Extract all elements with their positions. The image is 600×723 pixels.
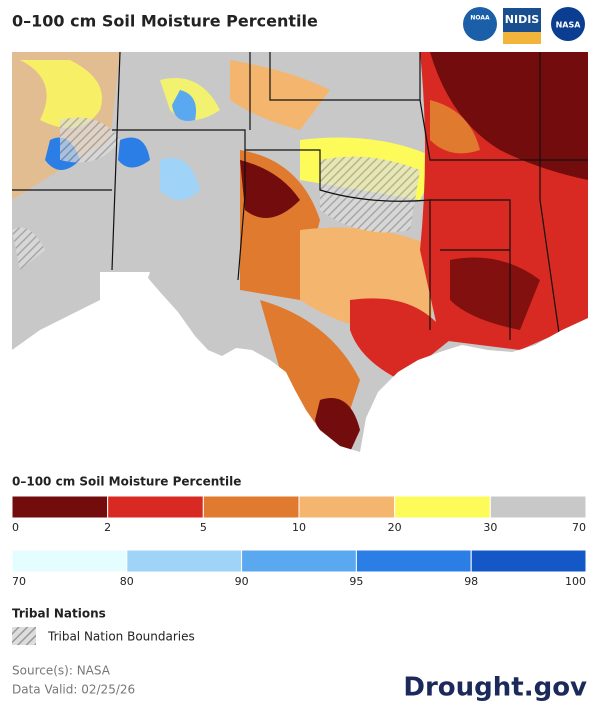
data-valid: Data Valid: 02/25/26: [12, 683, 135, 697]
tick-label: 0: [12, 521, 19, 534]
noaa-logo: [463, 7, 497, 41]
map: [12, 52, 588, 452]
tick-label: 100: [565, 575, 586, 588]
title: 0–100 cm Soil Moisture Percentile: [12, 12, 318, 31]
color-swatch: [107, 495, 204, 519]
color-swatch: [355, 549, 472, 573]
tick-label: 30: [483, 521, 497, 534]
tick-label: 2: [104, 521, 111, 534]
state-borders: [12, 52, 588, 341]
color-swatch: [202, 495, 300, 519]
tick-label: 95: [349, 575, 363, 588]
color-swatch: [11, 549, 128, 573]
logos: NOAA NIDIS NASA: [463, 7, 585, 44]
nidis-stripe: [503, 32, 541, 44]
legend-title: 0–100 cm Soil Moisture Percentile: [12, 475, 241, 489]
nidis-text: NIDIS: [505, 13, 540, 26]
tick-label: 98: [464, 575, 478, 588]
color-swatch: [126, 549, 243, 573]
nasa-text: NASA: [556, 21, 582, 30]
noaa-text: NOAA: [470, 15, 490, 22]
tick-label: 70: [12, 575, 26, 588]
tick-label: 20: [388, 521, 402, 534]
dry-scale: 0 2 5 10 20 30 70: [11, 495, 587, 534]
tribal-swatch: [12, 627, 36, 645]
wet-scale: 70 80 90 95 98 100: [11, 549, 587, 588]
color-swatch: [489, 495, 587, 519]
tribal-label: Tribal Nation Boundaries: [47, 630, 195, 644]
color-swatch: [394, 495, 491, 519]
brand[interactable]: Drought.gov: [403, 673, 587, 703]
tribal-title: Tribal Nations: [12, 607, 106, 621]
tick-label: 90: [235, 575, 249, 588]
tick-label: 10: [292, 521, 306, 534]
color-swatch: [298, 495, 396, 519]
tick-label: 80: [120, 575, 134, 588]
nasa-logo: [551, 7, 585, 41]
color-swatch: [11, 495, 109, 519]
color-swatch: [241, 549, 357, 573]
color-swatch: [470, 549, 587, 573]
tick-label: 70: [572, 521, 586, 534]
tick-label: 5: [200, 521, 207, 534]
source: Source(s): NASA: [12, 664, 111, 678]
